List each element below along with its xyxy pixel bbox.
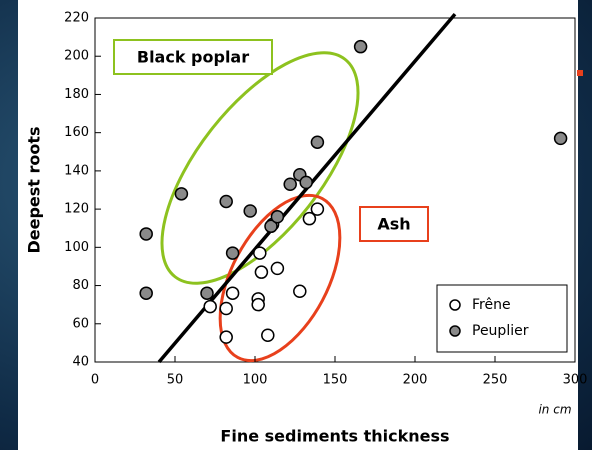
point [219, 330, 233, 344]
point [225, 246, 240, 260]
point [139, 286, 153, 300]
point [251, 297, 265, 312]
point [219, 301, 233, 316]
x-tick-label: 300 [563, 373, 588, 388]
point [283, 177, 297, 192]
x-tick-label: 250 [483, 373, 508, 388]
annotation: Black poplar [137, 48, 249, 67]
point [302, 211, 317, 226]
x-tick-label: 0 [91, 373, 99, 388]
y-tick-label: 180 [64, 87, 89, 102]
legend [436, 284, 568, 353]
y-tick-label: 100 [64, 240, 89, 255]
point [253, 246, 267, 260]
point [261, 328, 275, 342]
x-axis-label: Fine sediments thickness [220, 427, 449, 446]
y-tick-label: 120 [64, 202, 89, 217]
y-tick-label: 160 [64, 125, 89, 140]
point [270, 210, 285, 224]
point [254, 265, 269, 279]
y-tick-label: 80 [72, 278, 89, 293]
legend-label: Peuplier [472, 323, 529, 339]
poplar-ellipse [160, 51, 360, 285]
unit-note: in cm [538, 403, 571, 417]
point [299, 175, 313, 190]
point [293, 284, 307, 299]
point [310, 135, 325, 149]
point [553, 131, 568, 146]
point [174, 187, 189, 201]
legend-marker [449, 325, 461, 337]
legend-marker [449, 299, 461, 311]
annotation-box [113, 39, 273, 75]
y-tick-label: 60 [72, 316, 89, 331]
point [225, 286, 240, 300]
legend-label: Frêne [472, 297, 511, 313]
y-axis-label: Deepest roots [25, 126, 44, 253]
point [270, 261, 285, 276]
panel [18, 0, 578, 450]
point [264, 219, 278, 234]
x-tick-label: 200 [403, 373, 428, 388]
y-tick-label: 220 [64, 11, 89, 26]
y-tick-label: 40 [72, 355, 89, 370]
point [200, 286, 214, 300]
annotation-box [359, 206, 429, 242]
point [203, 299, 217, 314]
x-tick-label: 150 [323, 373, 348, 388]
decoration [577, 70, 583, 76]
point [139, 227, 153, 241]
point [243, 204, 257, 218]
point [310, 202, 325, 216]
y-tick-label: 200 [64, 49, 89, 64]
x-tick-label: 50 [167, 373, 184, 388]
y-tick-label: 140 [64, 163, 89, 178]
point [219, 194, 233, 209]
x-tick-label: 100 [243, 373, 268, 388]
point [353, 39, 368, 54]
annotation: Ash [377, 215, 410, 234]
